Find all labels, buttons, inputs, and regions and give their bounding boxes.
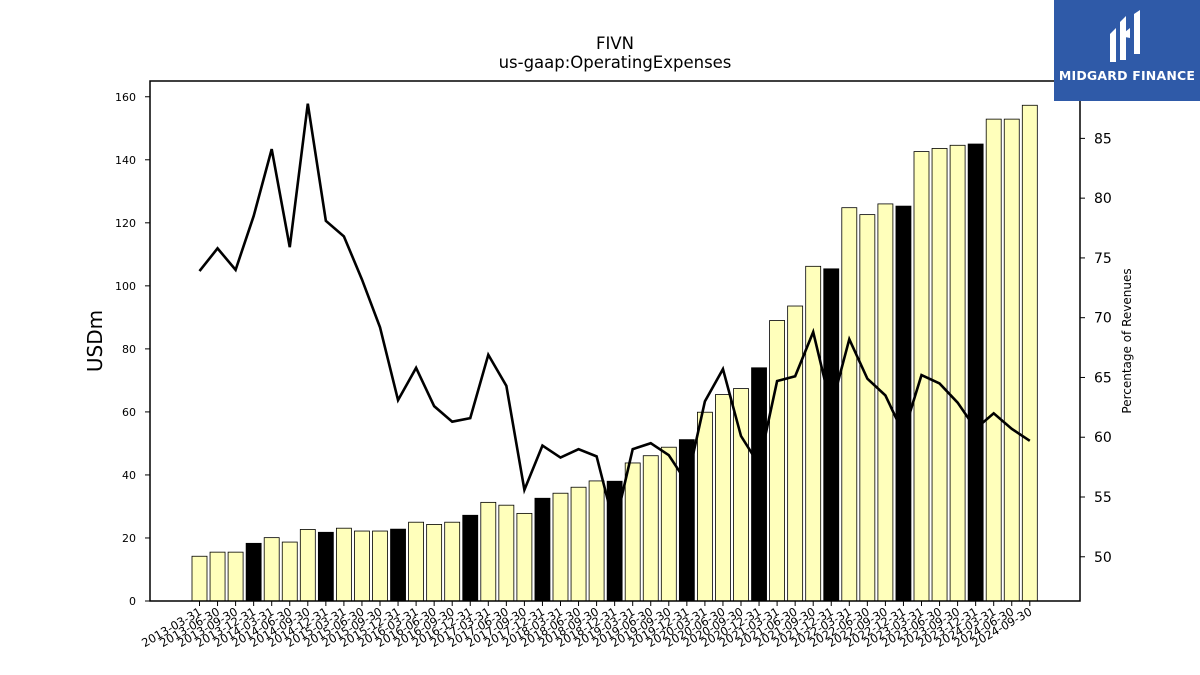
right-tick-label: 85 xyxy=(1094,131,1112,147)
bar xyxy=(299,529,316,602)
bar xyxy=(516,512,533,602)
bar xyxy=(281,541,298,602)
left-tick-label: 60 xyxy=(122,406,136,419)
bar xyxy=(209,551,226,602)
bar xyxy=(660,446,677,602)
percentage-line-series xyxy=(198,103,1031,528)
bar xyxy=(841,207,858,602)
bar xyxy=(823,268,840,602)
bar xyxy=(317,531,334,602)
bar xyxy=(967,143,984,602)
right-axis: 50 55 60 65 70 75 80 85 xyxy=(1080,131,1112,566)
bar xyxy=(931,148,948,602)
bar xyxy=(552,492,569,602)
bar xyxy=(390,528,406,602)
midgard-finance-logo: MIDGARD FINANCE xyxy=(1054,0,1200,101)
left-tick-label: 40 xyxy=(122,469,136,482)
right-tick-label: 65 xyxy=(1094,370,1112,386)
right-tick-label: 75 xyxy=(1094,251,1112,267)
bar xyxy=(462,514,479,602)
bar xyxy=(642,455,659,602)
y-axis-label: USDm xyxy=(83,310,107,372)
right-tick-label: 55 xyxy=(1094,490,1112,506)
bar xyxy=(1003,118,1020,602)
chart-subtitle: us-gaap:OperatingExpenses xyxy=(499,53,732,72)
midgard-logo-icon xyxy=(1110,10,1140,62)
bar xyxy=(372,530,388,602)
right-tick-label: 60 xyxy=(1094,430,1112,446)
bar xyxy=(480,501,497,602)
right-tick-label: 80 xyxy=(1094,191,1112,207)
bar xyxy=(805,265,822,602)
bar xyxy=(354,530,370,602)
chart-title: FIVN xyxy=(596,34,634,53)
bar xyxy=(245,542,262,602)
bar xyxy=(715,394,731,602)
left-tick-label: 20 xyxy=(122,532,136,545)
x-axis: 2013-03-312013-06-302013-09-302013-12-31… xyxy=(139,601,1034,650)
bar xyxy=(570,486,587,602)
left-tick-label: 120 xyxy=(115,217,136,230)
bar xyxy=(769,320,785,602)
bar xyxy=(444,521,461,602)
bar xyxy=(191,555,208,602)
bar xyxy=(534,497,551,602)
left-axis: 0 20 40 60 80 100 120 140 160 xyxy=(115,91,150,608)
bar xyxy=(787,305,804,602)
bar xyxy=(877,203,894,602)
bar xyxy=(588,480,605,602)
right-tick-label: 70 xyxy=(1094,311,1112,327)
bar xyxy=(697,411,713,602)
bar xyxy=(895,205,912,602)
bar xyxy=(751,367,767,602)
left-tick-label: 160 xyxy=(115,91,136,104)
percentage-line xyxy=(198,103,1031,528)
logo-text: MIDGARD FINANCE xyxy=(1058,68,1196,83)
y2-axis-label: Percentage of Revenues xyxy=(1120,268,1134,413)
bar xyxy=(859,214,876,602)
bar xyxy=(335,527,352,602)
left-tick-label: 100 xyxy=(115,280,136,293)
bar xyxy=(408,521,425,602)
bar xyxy=(227,551,244,602)
left-tick-label: 80 xyxy=(122,343,136,356)
right-tick-label: 50 xyxy=(1094,550,1112,566)
bar xyxy=(1021,104,1038,602)
left-tick-label: 0 xyxy=(129,595,136,608)
bar xyxy=(426,524,443,602)
bar xyxy=(263,537,280,602)
left-tick-label: 140 xyxy=(115,154,136,167)
bar xyxy=(949,144,966,602)
bar xyxy=(624,462,641,602)
bar xyxy=(985,118,1002,602)
bar xyxy=(498,504,515,602)
